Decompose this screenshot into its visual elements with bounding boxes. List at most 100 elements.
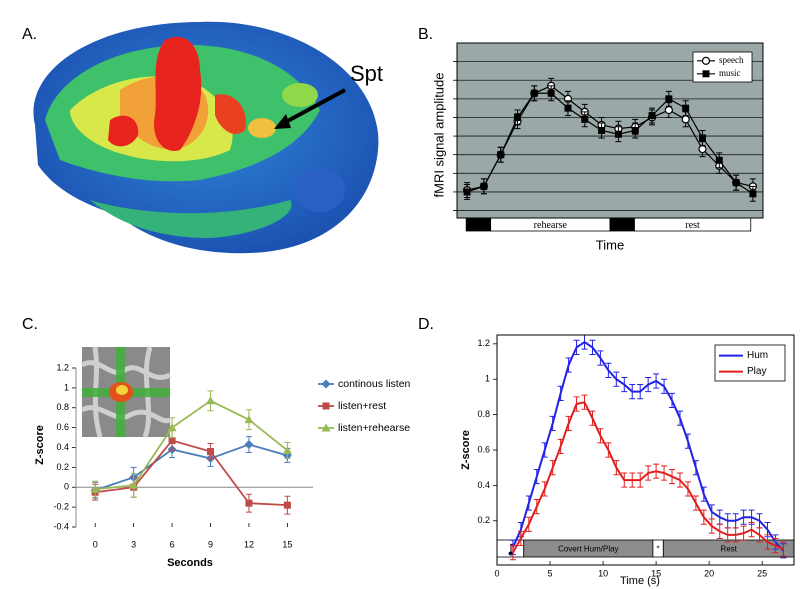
marker (322, 402, 330, 410)
x-tick-label: 9 (208, 539, 213, 549)
marker (463, 188, 471, 196)
phase-block (465, 217, 492, 232)
legend-label: continous listen (338, 378, 411, 390)
marker (682, 104, 690, 112)
phase-label: * (657, 545, 660, 554)
y-tick-label: 0.4 (477, 480, 490, 490)
series-line (95, 439, 288, 507)
arrow-head (274, 114, 291, 129)
legend-box (714, 344, 786, 382)
y-tick-label: 0.8 (56, 402, 69, 412)
phase-label: Covert Hum/Play (558, 545, 618, 554)
x-tick-label: 0 (494, 568, 499, 578)
marker (665, 95, 673, 103)
y-tick-label: 0.2 (477, 515, 490, 525)
x-tick-label: 6 (170, 539, 175, 549)
plot-frame (496, 334, 795, 566)
x-tick-label: 10 (598, 568, 608, 578)
marker (598, 127, 606, 134)
marker (698, 145, 707, 154)
error-bar (780, 541, 787, 557)
x-tick-label: 15 (282, 539, 292, 549)
series-line (466, 92, 754, 195)
series-line (512, 401, 784, 554)
series-line (511, 340, 785, 552)
marker (167, 423, 177, 432)
marker (631, 127, 639, 134)
legend-label: listen+rest (338, 400, 386, 412)
x-axis-label: Seconds (167, 557, 213, 569)
phase-block (609, 217, 635, 232)
marker (321, 423, 331, 432)
x-tick-label: 15 (651, 568, 661, 578)
x-tick-label: 25 (757, 568, 767, 578)
inset-image (80, 346, 172, 438)
marker (480, 182, 488, 190)
marker (614, 130, 622, 138)
marker (732, 179, 740, 187)
marker (581, 115, 589, 123)
marker (701, 56, 711, 65)
legend-label: music (719, 68, 741, 78)
x-tick-label: 3 (131, 539, 136, 549)
y-axis-label: Z-score (34, 425, 46, 465)
marker (547, 89, 555, 97)
marker (245, 499, 253, 507)
marker (207, 447, 215, 455)
y-tick-label: 1.2 (477, 338, 490, 348)
legend-label: speech (719, 55, 744, 65)
marker (129, 480, 139, 489)
y-axis-label: fMRI signal amplitude (431, 73, 446, 198)
y-tick-label: -0.2 (53, 502, 69, 512)
brain-image (33, 21, 379, 254)
marker (664, 105, 673, 115)
y-tick-label: 0.2 (56, 462, 69, 472)
legend-label: listen+rehearse (338, 422, 410, 434)
marker (244, 440, 254, 450)
y-tick-label: 0 (64, 482, 69, 492)
marker (497, 151, 505, 159)
y-tick-label: 0.6 (477, 444, 490, 454)
y-tick-label: 1.2 (56, 362, 69, 372)
marker (283, 501, 291, 509)
y-tick-label: 0.6 (56, 422, 69, 432)
y-tick-label: 0.4 (56, 442, 69, 452)
y-tick-label: -0.4 (53, 521, 69, 531)
y-tick-label: 1 (485, 374, 490, 384)
x-tick-label: 20 (704, 568, 714, 578)
marker (321, 379, 331, 389)
panel-label: B. (418, 26, 433, 43)
marker (564, 104, 572, 112)
panel-label: A. (22, 26, 37, 43)
marker (530, 89, 538, 97)
phase-label: rest (685, 220, 700, 231)
panel-label: C. (22, 316, 38, 333)
marker (168, 437, 176, 445)
marker (749, 190, 757, 198)
marker (90, 484, 100, 493)
series-line (95, 399, 288, 491)
marker (648, 112, 656, 120)
annotation: Spt (350, 61, 383, 86)
marker (244, 415, 254, 424)
x-tick-label: 0 (93, 539, 98, 549)
x-tick-label: 5 (548, 568, 553, 578)
marker (702, 70, 710, 78)
panel-label: D. (418, 316, 434, 333)
marker (514, 113, 522, 121)
plot-frame (456, 42, 764, 219)
marker (282, 445, 292, 454)
y-tick-label: 0.8 (477, 409, 490, 419)
marker (698, 134, 706, 142)
phase-label: rehearse (534, 220, 568, 231)
phase-label: Rest (720, 545, 737, 554)
annotation-arrow (281, 88, 346, 126)
series-line (94, 443, 288, 492)
marker (715, 156, 723, 164)
marker (681, 115, 690, 124)
y-tick-label: 1 (64, 382, 69, 392)
x-axis-label: Time (s) (620, 575, 660, 587)
y-axis-label: Z-score (460, 430, 472, 470)
marker (206, 396, 216, 405)
